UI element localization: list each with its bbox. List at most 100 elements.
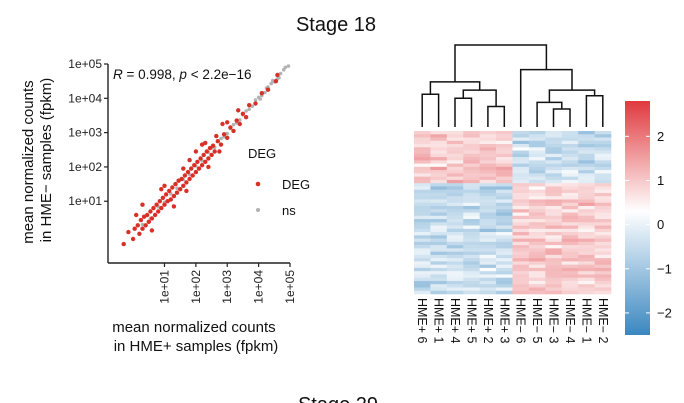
heatmap-cell	[512, 290, 530, 295]
heatmap-cell	[528, 287, 546, 292]
heatmap-cell	[594, 202, 612, 207]
point-deg-27	[171, 193, 177, 199]
heatmap-cell	[578, 166, 595, 171]
heatmap-cell	[528, 241, 546, 246]
heatmap-cell	[446, 202, 464, 207]
heatmap-cell	[561, 241, 579, 246]
heatmap-cell	[496, 245, 513, 249]
heatmap-cell	[463, 232, 480, 236]
dendrogram-branch-4	[429, 81, 481, 95]
heatmap-cell	[463, 277, 480, 282]
heatmap-cell	[561, 219, 579, 223]
heatmap-cell	[446, 238, 464, 243]
heatmap-cell	[446, 186, 464, 190]
heatmap-cell	[545, 202, 563, 207]
heatmap-cell	[578, 157, 595, 161]
heatmap-cell	[463, 254, 480, 259]
heatmap-cell	[528, 199, 546, 204]
heatmap-cell	[430, 140, 448, 145]
heatmap-cell	[479, 179, 497, 184]
point-deg-26	[170, 185, 175, 190]
heatmap-cell	[430, 254, 448, 259]
heatmap-cell	[463, 219, 480, 223]
heatmap-cell	[512, 212, 530, 217]
heatmap-cell	[528, 235, 546, 239]
heatmap-cell	[594, 137, 612, 142]
heatmap-cell	[561, 254, 579, 259]
heatmap-cell	[414, 222, 431, 226]
heatmap-cell	[496, 284, 513, 288]
heatmap-cell	[545, 261, 563, 265]
heatmap-cell	[594, 280, 612, 285]
heatmap-cell	[594, 192, 612, 197]
heatmap-cell	[414, 131, 431, 135]
point-deg-64	[247, 103, 252, 108]
heatmap-cell	[594, 254, 612, 259]
heatmap-cell	[561, 232, 579, 236]
heatmap-cell	[414, 153, 431, 158]
heatmap-cell	[414, 248, 431, 252]
heatmap-cell	[528, 284, 546, 288]
heatmap-cell	[414, 215, 431, 220]
heatmap-cell	[430, 150, 448, 155]
heatmap-cell	[479, 241, 497, 246]
heatmap-cell	[496, 160, 513, 164]
heatmap-cell	[496, 131, 513, 135]
heatmap-cell	[512, 245, 530, 249]
y-axis-label: mean normalized counts in HME− samples (…	[20, 76, 55, 244]
heatmap-cell	[463, 290, 480, 295]
heatmap-cell	[430, 215, 448, 220]
heatmap-cell	[463, 238, 480, 243]
heatmap-cell	[578, 212, 595, 217]
point-deg-3	[132, 226, 137, 231]
point-deg-86	[184, 188, 189, 194]
heatmap-cell	[496, 209, 513, 213]
heatmap-cell	[446, 209, 464, 213]
heatmap-cell	[512, 202, 530, 207]
heatmap-cell	[463, 153, 480, 158]
heatmap-cell	[479, 170, 497, 174]
column-label-0: HME+ 6	[415, 298, 429, 344]
heatmap-cell	[528, 254, 546, 259]
heatmap-cell	[594, 258, 612, 262]
dendrogram-branch-3	[421, 93, 440, 127]
column-label-10: HME− 1	[579, 298, 593, 344]
point-deg-79	[220, 121, 225, 127]
heatmap-cell	[578, 176, 595, 181]
point-deg-33	[181, 183, 186, 188]
heatmap-cell	[594, 212, 612, 217]
heatmap-cell	[446, 258, 464, 262]
heatmap-cell	[528, 189, 546, 194]
heatmap-cell	[414, 284, 431, 288]
heatmap-cell	[479, 219, 497, 223]
heatmap-cell	[430, 153, 448, 158]
heatmap-cell	[446, 173, 464, 177]
point-deg-54	[215, 139, 220, 144]
heatmap-cell	[512, 199, 530, 204]
heatmap-cell	[479, 157, 497, 161]
heatmap-cell	[414, 251, 431, 256]
heatmap-cell	[463, 228, 480, 233]
y-ticks: 1e+01 1e+02 1e+03 1e+04 1e+05	[68, 57, 108, 208]
heatmap-cell	[545, 215, 563, 220]
heatmap-cell	[430, 235, 448, 239]
point-deg-36	[185, 169, 191, 175]
heatmap-cell	[578, 189, 595, 194]
heatmap-cell	[561, 176, 579, 181]
heatmap-cell	[430, 264, 448, 269]
heatmap-cell	[594, 245, 612, 249]
heatmap-cell	[578, 228, 595, 233]
heatmap-cell	[545, 173, 563, 177]
heatmap-cell	[414, 290, 431, 295]
heatmap-cell	[446, 160, 464, 164]
heatmap-cell	[578, 134, 595, 138]
heatmap-cell	[446, 271, 464, 275]
heatmap-cell	[578, 196, 595, 200]
heatmap-cell	[430, 205, 448, 210]
heatmap-cell	[512, 131, 530, 135]
heatmap-cell	[528, 170, 546, 174]
heatmap-cell	[463, 134, 480, 138]
point-deg-0	[121, 241, 126, 247]
heatmap-cell	[414, 264, 431, 269]
heatmap-cell	[446, 179, 464, 184]
